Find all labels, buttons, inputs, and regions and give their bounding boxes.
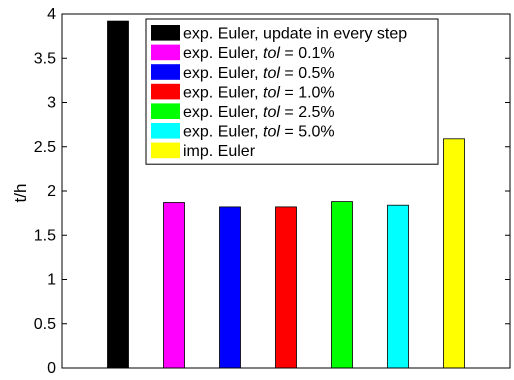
y-ticks-group: 0 0.5 1 1.5 2 2.5 3 3.5 4 <box>34 6 510 377</box>
legend-entry-label: imp. Euler <box>183 143 256 160</box>
legend-entry-label: exp. Euler, tol = 1.0% <box>183 84 335 101</box>
legend-swatch <box>151 103 180 119</box>
y-tick-label: 0 <box>47 360 56 377</box>
bars-group <box>107 20 465 369</box>
legend-swatch <box>151 64 180 80</box>
legend-swatch <box>151 123 180 139</box>
bar-4 <box>275 206 297 369</box>
legend-entry-label: exp. Euler, tol = 5.0% <box>183 124 335 141</box>
legend-swatch <box>151 25 180 41</box>
legend-entry-label: exp. Euler, tol = 2.5% <box>183 104 335 121</box>
y-tick-label: 4 <box>47 6 56 23</box>
y-tick-label: 3 <box>47 95 56 112</box>
bar-2 <box>163 202 185 369</box>
y-tick-label: 2 <box>47 183 56 200</box>
legend-swatch <box>151 83 180 100</box>
legend-box <box>145 18 439 165</box>
bar-6 <box>387 204 409 369</box>
bar-5 <box>331 201 353 369</box>
legend-entry-label: exp. Euler, update in every step <box>183 26 407 43</box>
y-tick-label: 1.5 <box>34 227 56 244</box>
y-tick-label: 3.5 <box>34 50 56 67</box>
y-axis-label: t/h <box>11 184 30 203</box>
y-tick-label: 2.5 <box>34 139 56 156</box>
bar-7 <box>443 138 465 369</box>
legend-entry-label: exp. Euler, tol = 0.1% <box>183 45 335 62</box>
bar-3 <box>219 206 241 369</box>
y-tick-label: 0.5 <box>34 316 56 333</box>
legend-swatch <box>151 142 180 159</box>
legend-swatch <box>151 44 180 61</box>
legend-entry-label: exp. Euler, tol = 0.5% <box>183 65 335 82</box>
legend: exp. Euler, update in every step exp. Eul… <box>145 18 439 165</box>
bar-1 <box>107 20 129 369</box>
y-tick-label: 1 <box>47 272 56 289</box>
